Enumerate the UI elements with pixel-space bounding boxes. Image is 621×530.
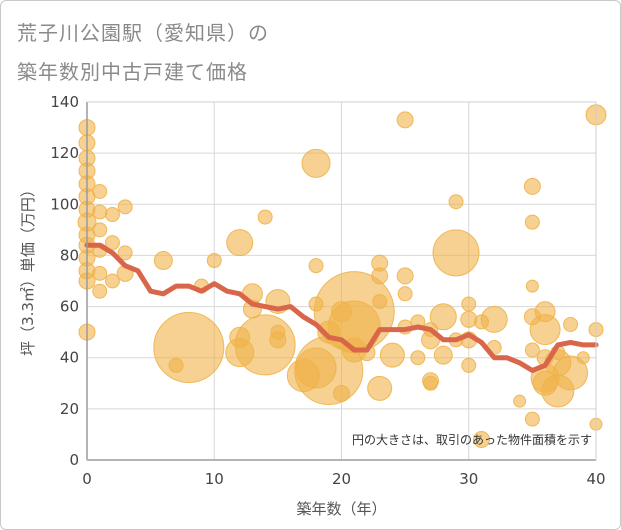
data-point bbox=[523, 308, 541, 326]
data-point bbox=[92, 222, 108, 238]
x-tick-label: 40 bbox=[586, 470, 605, 488]
data-point bbox=[331, 301, 352, 323]
data-point bbox=[92, 204, 108, 220]
data-point bbox=[333, 385, 350, 403]
axes bbox=[86, 101, 597, 461]
data-point bbox=[117, 199, 133, 215]
data-point bbox=[410, 350, 426, 366]
y-axis-label: 坪（3.3㎡）単価（万円） bbox=[19, 182, 37, 356]
data-point bbox=[371, 267, 389, 285]
y-tick-label: 20 bbox=[60, 400, 79, 418]
data-point bbox=[308, 296, 324, 312]
data-point bbox=[153, 311, 225, 383]
chart-title-line-2: 築年数別中古戸建て価格 bbox=[17, 60, 248, 84]
data-point bbox=[396, 111, 414, 129]
data-point bbox=[372, 293, 388, 309]
data-point bbox=[367, 375, 393, 401]
data-point bbox=[525, 279, 539, 293]
data-point bbox=[257, 209, 273, 225]
data-point bbox=[429, 303, 457, 331]
size-legend-note: 円の大きさは、取引のあった物件面積を示す bbox=[352, 432, 592, 447]
data-point bbox=[433, 345, 453, 365]
data-point bbox=[432, 229, 480, 277]
data-point bbox=[423, 375, 439, 391]
y-tick-label: 0 bbox=[69, 451, 79, 469]
y-tick-label: 80 bbox=[60, 246, 79, 264]
x-tick-label: 10 bbox=[205, 470, 224, 488]
data-point bbox=[472, 431, 490, 449]
data-point bbox=[524, 214, 540, 230]
data-point bbox=[397, 286, 413, 302]
y-tick-label: 60 bbox=[60, 298, 79, 316]
data-point bbox=[448, 194, 464, 210]
y-tick-label: 140 bbox=[50, 93, 79, 111]
y-tick-label: 120 bbox=[50, 144, 79, 162]
data-point bbox=[461, 296, 477, 312]
average-price-line bbox=[84, 242, 599, 373]
data-point bbox=[229, 326, 251, 348]
data-point bbox=[92, 283, 108, 299]
data-point bbox=[104, 207, 120, 223]
chart-title-line-1: 荒子川公園駅（愛知県）の bbox=[17, 21, 269, 45]
data-point bbox=[524, 342, 540, 358]
data-point bbox=[270, 324, 286, 340]
data-point bbox=[206, 253, 222, 269]
data-point bbox=[460, 310, 478, 328]
data-point bbox=[379, 342, 405, 368]
tick-labels: 0 20 40 60 80 100 120 140 0 10 20 30 40 bbox=[50, 93, 605, 488]
x-tick-label: 0 bbox=[82, 470, 92, 488]
data-point bbox=[153, 251, 173, 271]
data-point bbox=[461, 357, 477, 373]
y-tick-label: 100 bbox=[50, 195, 79, 213]
y-tick-label: 40 bbox=[60, 349, 79, 367]
data-point bbox=[576, 351, 590, 365]
data-point bbox=[104, 235, 120, 251]
data-point bbox=[513, 394, 527, 408]
data-point bbox=[396, 267, 414, 285]
data-point bbox=[92, 184, 108, 199]
x-tick-label: 20 bbox=[332, 470, 351, 488]
x-tick-label: 30 bbox=[459, 470, 478, 488]
data-point bbox=[286, 359, 320, 393]
data-point bbox=[226, 229, 254, 257]
data-point bbox=[104, 273, 120, 289]
data-point bbox=[473, 314, 489, 330]
x-axis-label: 築年数（年） bbox=[296, 500, 386, 518]
data-point bbox=[301, 148, 331, 178]
data-point bbox=[523, 177, 541, 195]
data-point bbox=[168, 357, 184, 373]
data-point bbox=[563, 316, 579, 332]
data-point bbox=[524, 411, 540, 427]
data-point bbox=[308, 258, 324, 274]
data-point bbox=[532, 370, 558, 396]
data-point bbox=[117, 245, 133, 261]
plot-border bbox=[86, 101, 597, 461]
data-point bbox=[92, 265, 108, 281]
